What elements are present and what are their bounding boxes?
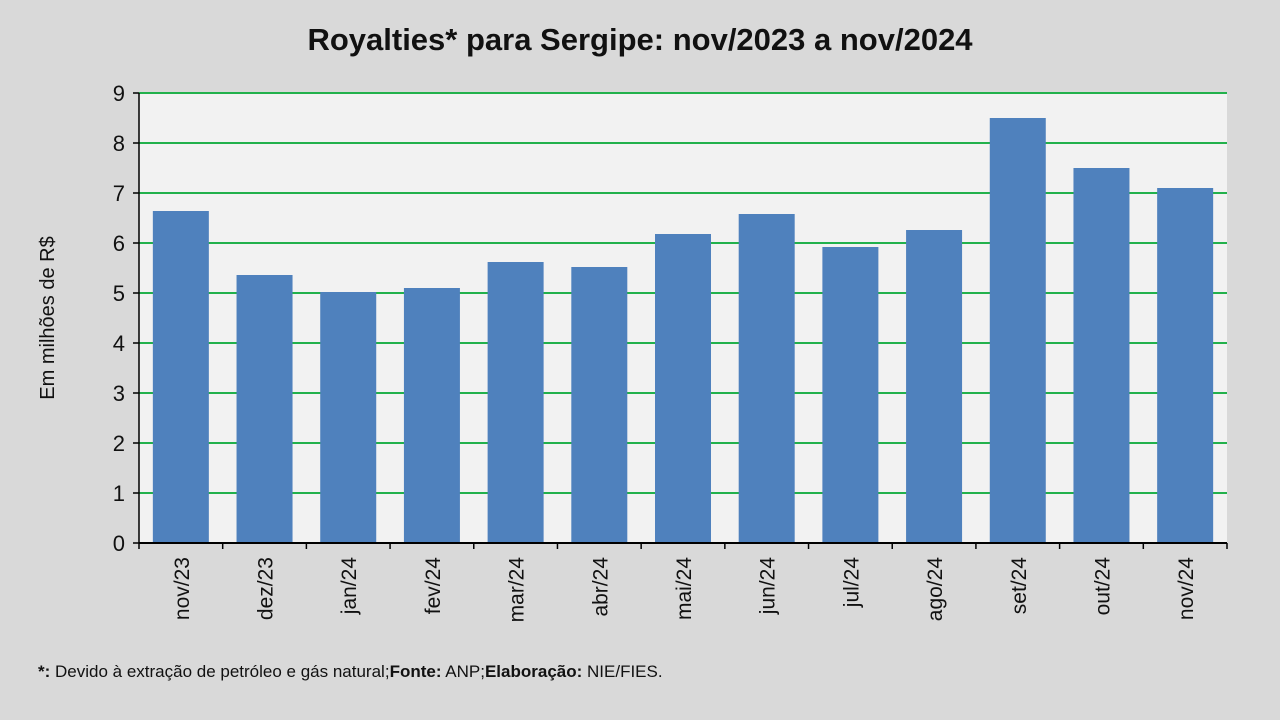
footnote-star-label: *: bbox=[38, 662, 51, 681]
footnote-source-label: Fonte: bbox=[389, 662, 442, 681]
x-tick-label: ago/24 bbox=[924, 557, 947, 622]
y-tick-label: 3 bbox=[113, 381, 125, 406]
bar-jun-24 bbox=[738, 214, 795, 543]
y-axis-label: Em milhões de R$ bbox=[37, 236, 59, 399]
y-tick-label: 5 bbox=[113, 281, 125, 306]
x-tick-label: nov/23 bbox=[171, 557, 194, 620]
bar-abr-24 bbox=[571, 267, 628, 543]
bar-ago-24 bbox=[906, 230, 963, 543]
bar-nov-24 bbox=[1157, 188, 1214, 543]
bar-set-24 bbox=[989, 118, 1046, 543]
bar-dez-23 bbox=[236, 275, 293, 543]
y-tick-label: 2 bbox=[113, 431, 125, 456]
bar-jul-24 bbox=[822, 247, 879, 543]
y-tick-label: 8 bbox=[113, 131, 125, 156]
bar-jan-24 bbox=[320, 292, 377, 543]
footnote-source-text: ANP; bbox=[441, 662, 485, 681]
x-tick-label: set/24 bbox=[1008, 557, 1031, 615]
x-tick-label: mar/24 bbox=[506, 557, 529, 623]
chart-footnote: *: Devido à extração de petróleo e gás n… bbox=[38, 662, 663, 682]
x-tick-label: jul/24 bbox=[840, 557, 863, 609]
y-tick-label: 4 bbox=[113, 331, 125, 356]
footnote-credit-text: NIE/FIES. bbox=[582, 662, 663, 681]
x-tick-label: nov/24 bbox=[1175, 557, 1198, 620]
footnote-credit-label: Elaboração: bbox=[484, 662, 583, 681]
bar-mai-24 bbox=[655, 234, 711, 543]
footnote-star-text: Devido à extração de petróleo e gás natu… bbox=[50, 662, 390, 681]
y-tick-label: 7 bbox=[113, 181, 125, 206]
x-tick-label: fev/24 bbox=[422, 557, 445, 615]
y-tick-label: 1 bbox=[113, 481, 125, 506]
bar-nov-23 bbox=[152, 211, 209, 543]
x-tick-label: jun/24 bbox=[757, 557, 780, 616]
bar-mar-24 bbox=[487, 262, 544, 543]
y-tick-label: 9 bbox=[113, 81, 125, 106]
bar-fev-24 bbox=[403, 288, 460, 543]
y-tick-label: 0 bbox=[113, 531, 125, 556]
x-tick-label: out/24 bbox=[1091, 557, 1114, 616]
bar-out-24 bbox=[1073, 168, 1130, 543]
x-tick-label: dez/23 bbox=[255, 557, 278, 620]
x-tick-label: abr/24 bbox=[589, 557, 612, 617]
x-tick-label: mai/24 bbox=[673, 557, 696, 620]
y-tick-label: 6 bbox=[113, 231, 125, 256]
chart-title: Royalties* para Sergipe: nov/2023 a nov/… bbox=[307, 22, 973, 57]
x-tick-label: jan/24 bbox=[338, 557, 361, 616]
